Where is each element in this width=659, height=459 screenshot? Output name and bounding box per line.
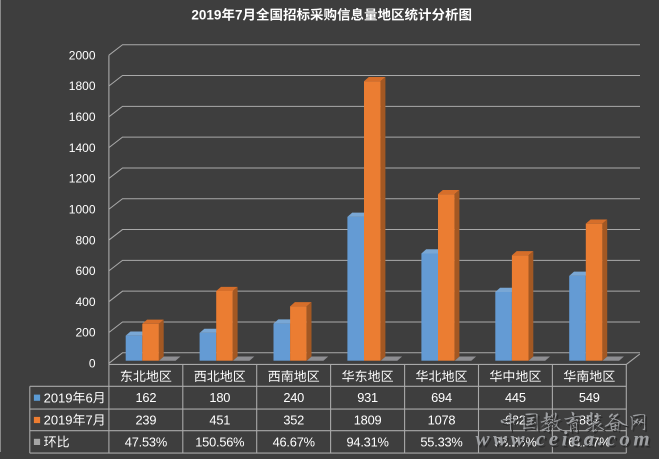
svg-text:46.67%: 46.67% [273, 435, 315, 450]
svg-text:2019: 2019 [191, 8, 221, 23]
svg-text:55.33%: 55.33% [420, 435, 462, 450]
svg-text:2019: 2019 [44, 390, 73, 405]
svg-text:1800: 1800 [69, 79, 96, 93]
svg-text:61.57%: 61.57% [568, 435, 610, 450]
svg-text:162: 162 [136, 390, 157, 405]
svg-text:150.56%: 150.56% [195, 435, 244, 450]
svg-text:1200: 1200 [69, 172, 96, 186]
svg-text:www.ceiea.com: www.ceiea.com [476, 427, 654, 451]
svg-text:549: 549 [579, 390, 600, 405]
svg-text:6: 6 [86, 390, 93, 405]
svg-text:1600: 1600 [69, 110, 96, 124]
svg-text:352: 352 [283, 412, 304, 427]
svg-text:94.31%: 94.31% [346, 435, 388, 450]
svg-text:600: 600 [75, 264, 95, 278]
svg-text:53.26%: 53.26% [494, 435, 536, 450]
svg-text:239: 239 [136, 412, 157, 427]
svg-text:800: 800 [75, 233, 95, 247]
svg-text:7: 7 [235, 8, 243, 23]
svg-text:180: 180 [209, 390, 230, 405]
svg-text:445: 445 [505, 390, 526, 405]
svg-text:694: 694 [431, 390, 452, 405]
svg-text:931: 931 [357, 390, 378, 405]
svg-text:1400: 1400 [69, 141, 96, 155]
svg-text:200: 200 [75, 326, 95, 340]
svg-text:0: 0 [89, 357, 96, 371]
svg-text:451: 451 [209, 412, 230, 427]
svg-text:240: 240 [283, 390, 304, 405]
svg-text:2000: 2000 [69, 48, 96, 62]
svg-text:www.ceiea.com: www.ceiea.com [477, 428, 655, 452]
svg-text:1000: 1000 [69, 203, 96, 217]
svg-text:2019: 2019 [44, 413, 73, 428]
svg-text:7: 7 [86, 413, 93, 428]
svg-text:1809: 1809 [354, 412, 382, 427]
svg-text:1078: 1078 [428, 412, 456, 427]
svg-text:47.53%: 47.53% [125, 435, 167, 450]
svg-text:400: 400 [75, 295, 95, 309]
